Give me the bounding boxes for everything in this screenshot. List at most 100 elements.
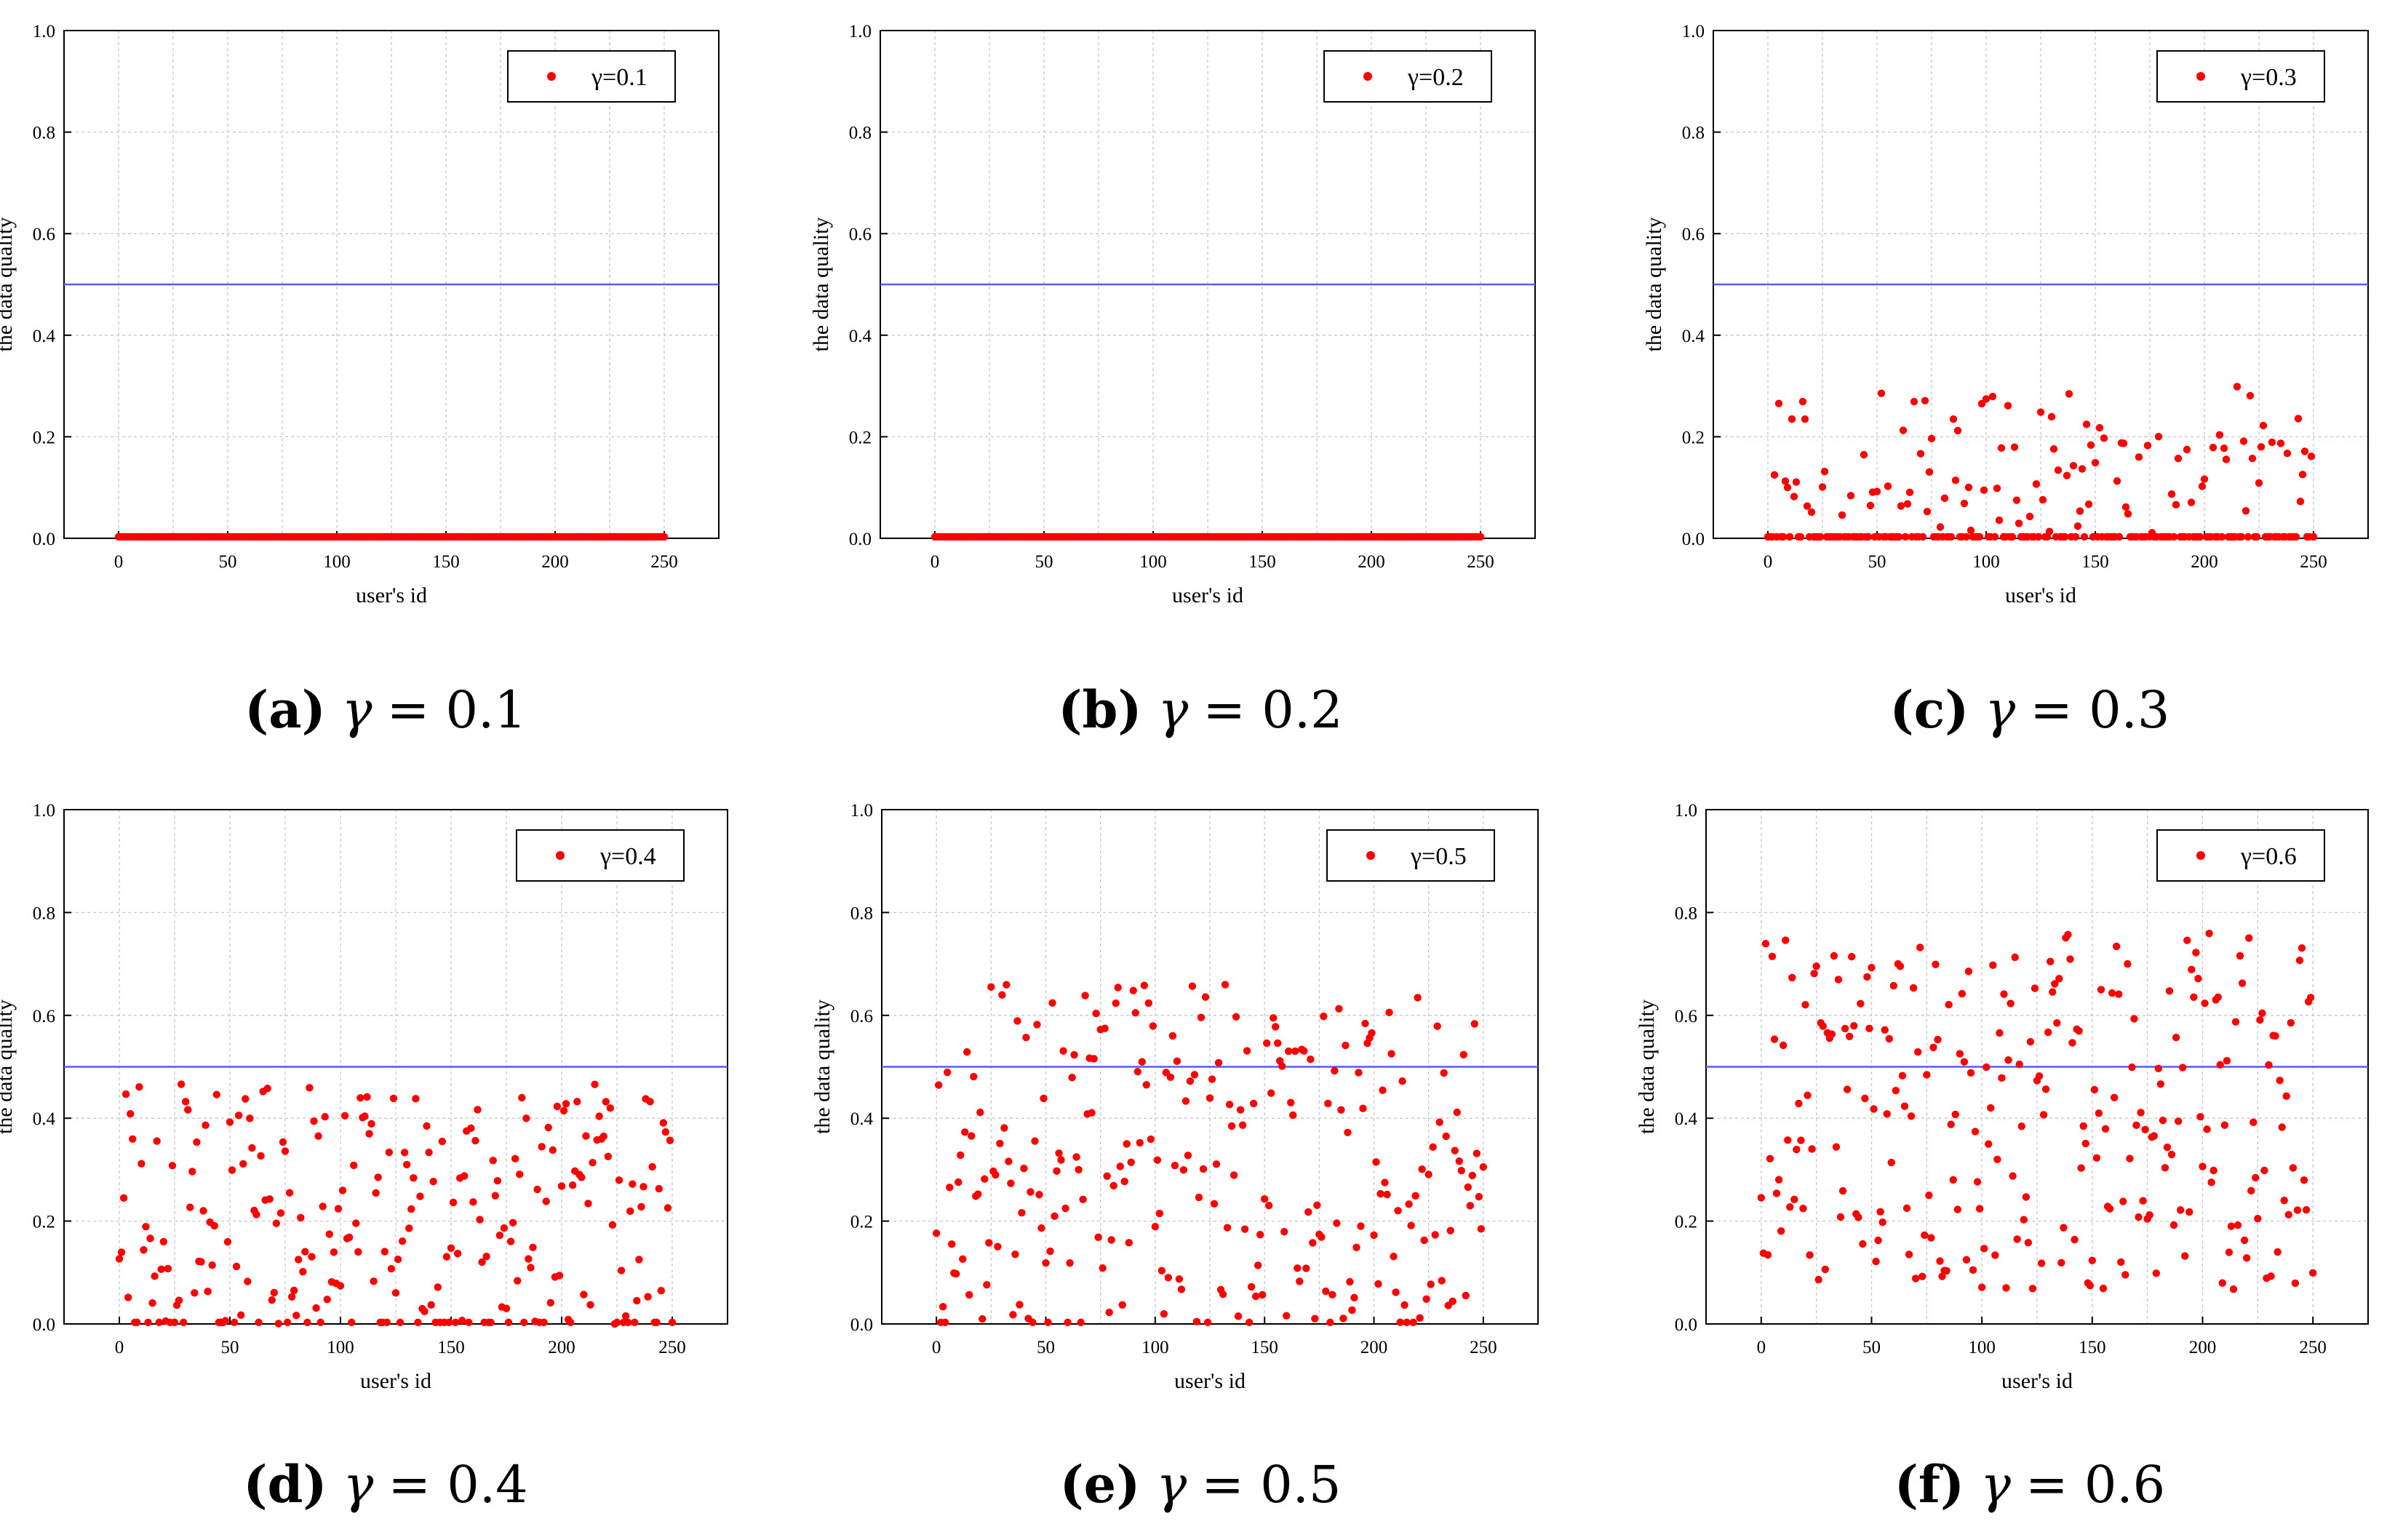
data-point — [633, 1296, 641, 1305]
data-point — [1453, 1108, 1461, 1117]
data-series — [1757, 929, 2317, 1293]
data-point — [1945, 1000, 1953, 1009]
data-series — [932, 981, 1488, 1327]
data-point — [648, 1162, 656, 1171]
data-point — [666, 1136, 674, 1144]
data-point — [2081, 1139, 2089, 1148]
data-point — [314, 1132, 322, 1140]
data-point — [970, 1072, 978, 1081]
data-point — [1302, 1264, 1310, 1272]
data-point — [580, 1290, 588, 1298]
data-point — [2241, 507, 2250, 515]
data-point — [228, 1166, 236, 1174]
y-tick-label: 0.2 — [849, 428, 872, 447]
legend-marker — [2196, 851, 2205, 860]
data-point — [2126, 1154, 2134, 1162]
data-point — [1991, 532, 1999, 541]
data-series — [931, 532, 1485, 541]
data-point — [155, 1318, 163, 1327]
data-point — [985, 1239, 993, 1247]
data-point — [372, 1189, 380, 1197]
y-tick-label: 0.8 — [1675, 903, 1697, 923]
data-point — [1101, 1024, 1109, 1032]
y-tick-label: 0.4 — [1675, 1109, 1698, 1129]
data-point — [1029, 1318, 1037, 1327]
data-point — [1964, 968, 1973, 976]
data-point — [1903, 500, 1912, 508]
data-point — [525, 1255, 533, 1263]
data-point — [1940, 494, 1949, 503]
caption-symbol: γ — [342, 680, 372, 740]
legend-box — [516, 829, 685, 882]
data-point — [1810, 970, 1818, 978]
data-point — [266, 1195, 274, 1203]
data-point — [1114, 984, 1122, 992]
data-point — [2115, 532, 2124, 541]
data-point — [1127, 1158, 1135, 1167]
data-point — [1157, 1266, 1166, 1274]
data-point — [476, 1216, 484, 1224]
data-point — [1973, 1178, 1982, 1186]
data-point — [491, 1192, 499, 1200]
data-point — [232, 1262, 241, 1271]
data-point — [1337, 1106, 1345, 1114]
data-point — [1227, 1122, 1236, 1130]
y-tick-label: 0.0 — [849, 530, 872, 549]
y-tick-label: 0.2 — [1675, 1213, 1697, 1232]
data-point — [1431, 1231, 1439, 1239]
legend-label: γ=0.6 — [2240, 843, 2297, 870]
panel-caption: (a) γ = 0.1 — [244, 679, 527, 740]
data-point — [1238, 1121, 1247, 1129]
data-point — [478, 1258, 486, 1266]
data-point — [1766, 1154, 1774, 1162]
data-point — [2035, 1072, 2044, 1080]
legend-marker — [1363, 72, 1372, 81]
data-point — [668, 1318, 677, 1327]
y-tick-label: 0.0 — [850, 1315, 873, 1335]
data-series — [115, 1080, 677, 1328]
data-point — [1099, 1264, 1107, 1272]
data-point — [2287, 1018, 2295, 1027]
data-point — [615, 1176, 623, 1184]
data-point — [1283, 1312, 1291, 1320]
data-point — [1916, 450, 1925, 458]
data-point — [2115, 990, 2123, 998]
data-point — [1896, 962, 1905, 970]
x-tick-label: 250 — [1470, 1338, 1497, 1357]
data-point — [1400, 1301, 1408, 1309]
data-point — [1777, 1227, 1785, 1235]
data-point — [1971, 1128, 1980, 1136]
data-point — [2152, 1269, 2160, 1277]
x-tick-label: 250 — [650, 552, 678, 572]
data-point — [963, 1048, 971, 1056]
data-point — [2172, 500, 2180, 509]
data-point — [955, 1178, 963, 1186]
x-tick-label: 150 — [432, 552, 460, 572]
data-point — [1788, 415, 1796, 423]
chart-panel-f: 0 50 100 150 200 250 0.0 0.2 0.4 0.6 0.8 1.0 user's … — [1635, 801, 2369, 1515]
data-point — [2307, 452, 2316, 460]
caption-value: = 0.2 — [1203, 680, 1342, 740]
data-point — [573, 1098, 581, 1106]
data-point — [1921, 396, 1929, 405]
data-point — [1774, 1176, 1783, 1184]
data-point — [1795, 1099, 1803, 1108]
data-point — [412, 1095, 420, 1103]
data-point — [1013, 1017, 1021, 1025]
data-point — [434, 1283, 442, 1291]
data-point — [1053, 1167, 1061, 1176]
y-tick-label: 0.6 — [849, 225, 872, 244]
data-point — [391, 1289, 400, 1297]
data-point — [1061, 1204, 1069, 1213]
data-point — [562, 1100, 570, 1108]
chart-panel-c: 0 50 100 150 200 250 0.0 0.2 0.4 0.6 0.8 1.0 user's … — [1642, 22, 2369, 740]
data-point — [1475, 1192, 1483, 1201]
y-axis-title: the data quality — [810, 1000, 834, 1134]
data-point — [1136, 1138, 1144, 1147]
data-point — [959, 1255, 967, 1263]
data-point — [2167, 490, 2176, 498]
data-point — [321, 1113, 329, 1121]
y-tick-label: 0.2 — [33, 1213, 55, 1232]
data-point — [944, 1068, 952, 1077]
data-point — [1796, 532, 1805, 541]
